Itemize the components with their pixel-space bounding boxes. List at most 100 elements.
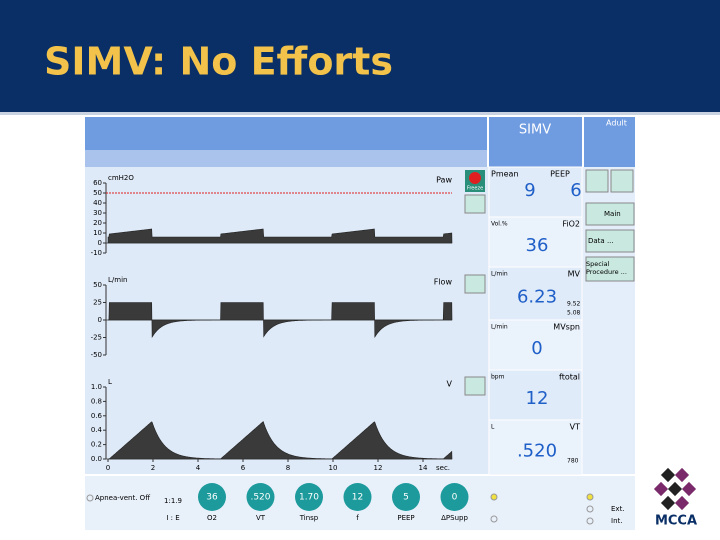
- y-tick-label: 0.0: [91, 455, 102, 463]
- readout-label: bpm: [491, 374, 505, 381]
- readout-label: MV: [568, 270, 581, 279]
- wave-label: V: [447, 380, 453, 389]
- freeze-icon: [469, 172, 481, 184]
- readout-cell: [488, 166, 583, 218]
- y-tick-label: 50: [93, 281, 102, 289]
- readout-value: 36: [526, 235, 549, 256]
- setting-knob[interactable]: [198, 483, 226, 511]
- top-bar: [85, 117, 488, 150]
- menu-button[interactable]: [585, 202, 635, 226]
- y-tick-label: 0.2: [91, 441, 102, 449]
- apnea-indicator: [86, 494, 94, 502]
- y-tick-label: 1.0: [91, 383, 102, 391]
- setting-value: 12: [352, 493, 363, 503]
- ie-value: 1:1.9: [164, 497, 182, 505]
- y-tick-label: 20: [93, 219, 102, 227]
- readout-value: 6.23: [517, 287, 557, 308]
- readout-cell: [488, 319, 583, 371]
- patient: Adult: [606, 119, 627, 128]
- x-tick-label: 6: [241, 464, 246, 472]
- readout-label: FiO2: [562, 220, 580, 229]
- y-tick-label: 10: [93, 229, 102, 237]
- readout-label: Vol.%: [491, 221, 508, 228]
- apnea: Apnea-vent. Off: [95, 494, 150, 502]
- setting-value: 1.70: [299, 493, 319, 503]
- logo-mark: [653, 467, 697, 511]
- readout-value: .520: [517, 441, 557, 462]
- scale-button[interactable]: [464, 194, 486, 214]
- unit: L: [108, 378, 112, 386]
- icon-button[interactable]: [585, 169, 609, 193]
- setting-value: .520: [250, 493, 270, 503]
- readout-small: 9.52: [567, 301, 581, 308]
- y-tick-label: 0.8: [91, 397, 102, 405]
- mode: SIMV: [519, 123, 551, 138]
- int: Int.: [611, 517, 622, 525]
- readout-label: PEEP: [550, 170, 570, 179]
- indicator: [490, 515, 498, 523]
- setting-value: 0: [452, 493, 458, 503]
- x-tick-label: 0: [106, 464, 110, 472]
- x-tick-label: 12: [374, 464, 383, 472]
- x-unit: sec.: [436, 464, 450, 472]
- setting-knob[interactable]: [440, 483, 469, 511]
- readout-label: Pmean: [491, 170, 519, 179]
- mode-cell: [488, 117, 583, 167]
- y-tick-label: 0: [98, 239, 102, 247]
- y-tick-label: 0.6: [91, 412, 103, 420]
- y-tick-label: -25: [91, 334, 102, 342]
- logo: MCCA: [655, 514, 697, 529]
- indicator: [586, 493, 594, 501]
- readout-label: VT: [570, 423, 580, 432]
- readout-cell: [488, 419, 583, 476]
- x-tick-label: 2: [151, 464, 155, 472]
- readout-value: 12: [526, 388, 549, 409]
- readout-label: L/min: [491, 271, 508, 278]
- readout-cell: [488, 216, 583, 268]
- readout-label: L/min: [491, 324, 508, 331]
- x-tick-label: 8: [286, 464, 290, 472]
- menu-label: Data ...: [588, 237, 614, 245]
- setting-knob[interactable]: [246, 483, 275, 511]
- menu-button[interactable]: [585, 229, 635, 253]
- y-tick-label: 0.4: [91, 426, 103, 434]
- readout-label: L: [491, 424, 495, 431]
- scale-button[interactable]: [464, 376, 486, 396]
- menu-label: Main: [604, 210, 621, 218]
- setting-label: f: [356, 514, 359, 522]
- setting-label: ΔPSupp: [441, 514, 468, 522]
- wave-label: Paw: [436, 176, 452, 185]
- setting-knob[interactable]: [295, 483, 323, 511]
- waveform: [107, 228, 453, 244]
- y-tick-label: -50: [91, 351, 102, 359]
- menu-label: Special Procedure ...: [586, 260, 627, 276]
- setting-label: Tinsp: [299, 514, 319, 522]
- slide-title: SIMV: No Efforts: [44, 40, 393, 84]
- sub-bar: [85, 150, 488, 167]
- readout-value: 9: [524, 180, 535, 201]
- menu-button[interactable]: [585, 256, 635, 282]
- y-tick-label: 30: [93, 209, 102, 217]
- x-tick-label: 10: [329, 464, 338, 472]
- indicator: [490, 493, 498, 501]
- setting-knob[interactable]: [343, 483, 372, 511]
- patient-cell: [583, 117, 635, 167]
- readout-small: 5.08: [567, 310, 581, 317]
- y-tick-label: 60: [93, 179, 102, 187]
- scale-button[interactable]: [464, 274, 486, 294]
- unit: cmH2O: [108, 174, 134, 182]
- setting-knob[interactable]: [392, 483, 420, 511]
- icon-button[interactable]: [610, 169, 634, 193]
- wave-label: Flow: [434, 278, 453, 287]
- readout-value: 6: [570, 180, 581, 201]
- setting-label: PEEP: [397, 514, 414, 522]
- y-tick-label: 0: [98, 316, 102, 324]
- y-tick-label: -10: [91, 249, 102, 257]
- readout-label: ftotal: [559, 373, 580, 382]
- indicator: [586, 517, 594, 525]
- x-tick-label: 4: [196, 464, 201, 472]
- setting-value: 36: [206, 493, 218, 503]
- x-tick-label: 14: [419, 464, 428, 472]
